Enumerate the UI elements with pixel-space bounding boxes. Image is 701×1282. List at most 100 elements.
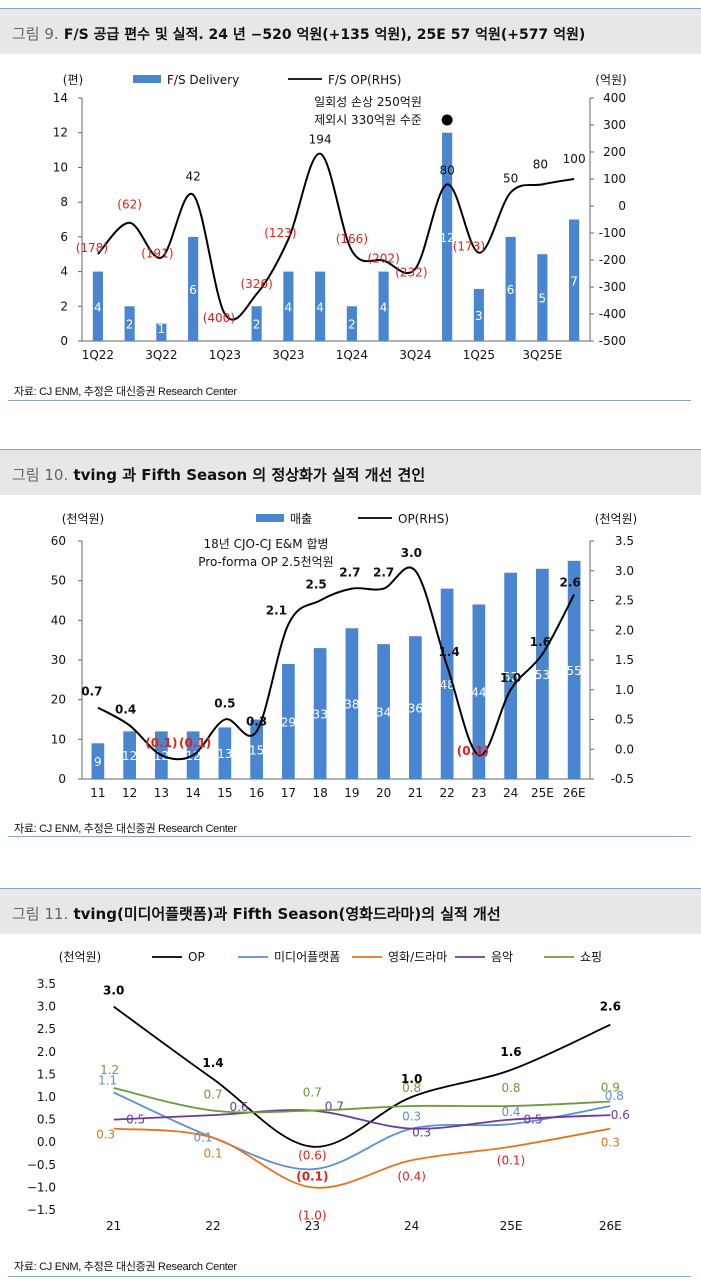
x-tick-label: 23 bbox=[471, 786, 486, 800]
bar-value-label: 29 bbox=[281, 715, 296, 729]
y-tick-label: 0.0 bbox=[37, 1135, 56, 1149]
x-tick-label: 1Q23 bbox=[209, 348, 241, 362]
figure-11-title-text: tving(미디어플랫폼)과 Fifth Season(영화드라마)의 실적 개… bbox=[73, 905, 501, 923]
left-y-tick-label: 4 bbox=[60, 265, 68, 279]
op-value-label: 50 bbox=[503, 172, 518, 186]
annotation-marker-dot bbox=[441, 114, 453, 126]
bar-4Q22 bbox=[188, 236, 199, 341]
figure-9-number: 그림 9. bbox=[12, 25, 59, 43]
bar-26E bbox=[567, 560, 581, 779]
right-y-tick-label: 2.5 bbox=[615, 594, 634, 608]
op-value-label: 42 bbox=[185, 170, 200, 184]
annotation-text: Pro-forma OP 2.5천억원 bbox=[198, 554, 333, 569]
left-y-tick-label: 0 bbox=[58, 772, 66, 786]
op-value-label: 2.7 bbox=[339, 566, 360, 580]
data-label: 0.8 bbox=[605, 1089, 624, 1103]
figure-10-number: 그림 10. bbox=[12, 466, 69, 484]
left-y-tick-label: 2 bbox=[60, 299, 68, 313]
x-tick-label: 26E bbox=[599, 1219, 622, 1233]
data-label: 0.3 bbox=[96, 1128, 115, 1142]
right-y-tick-label: 0.5 bbox=[615, 713, 634, 727]
left-y-tick-label: 10 bbox=[53, 160, 68, 174]
data-label: 0.3 bbox=[601, 1136, 620, 1150]
op-value-label: 1.0 bbox=[500, 671, 521, 685]
figure-10-title-bar: 그림 10. tving 과 Fifth Season 의 정상화가 실적 개선… bbox=[0, 449, 701, 495]
right-y-tick-label: 3.5 bbox=[615, 534, 634, 548]
bar-21 bbox=[409, 636, 422, 779]
left-y-tick-label: 8 bbox=[60, 195, 68, 209]
x-tick-label: 14 bbox=[185, 786, 200, 800]
right-y-tick-label: -500 bbox=[599, 334, 626, 348]
legend-line-label: OP(RHS) bbox=[398, 512, 449, 526]
figure-11-number: 그림 11. bbox=[12, 905, 69, 923]
bar-value-label: 4 bbox=[94, 300, 102, 314]
annotation-text: 일회성 손상 250억원 bbox=[314, 95, 422, 109]
bar-value-label: 2 bbox=[253, 318, 261, 332]
data-label: 3.0 bbox=[103, 984, 124, 998]
right-y-tick-label: 1.0 bbox=[615, 683, 634, 697]
figure-9-chart: 02468101214-500-400-300-200-100010020030… bbox=[53, 73, 627, 362]
right-y-tick-label: -100 bbox=[599, 226, 626, 240]
left-y-tick-label: 40 bbox=[51, 613, 66, 627]
bar-value-label: 6 bbox=[507, 283, 515, 297]
bar-3Q25E bbox=[537, 254, 548, 341]
bar-value-label: 4 bbox=[285, 300, 293, 314]
op-value-label: 1.4 bbox=[438, 645, 459, 659]
bar-11 bbox=[91, 743, 105, 779]
y-tick-label: −1.5 bbox=[27, 1203, 56, 1217]
op-value-label: (400) bbox=[203, 311, 235, 325]
bar-1Q24 bbox=[346, 306, 357, 341]
y-tick-label: 0.5 bbox=[37, 1113, 56, 1127]
op-value-label: (0.1) bbox=[457, 744, 489, 758]
right-y-tick-label: -300 bbox=[599, 280, 626, 294]
right-y-tick-label: -0.5 bbox=[611, 772, 634, 786]
bar-2Q23 bbox=[251, 306, 262, 341]
x-tick-label: 13 bbox=[154, 786, 169, 800]
x-tick-label: 15 bbox=[217, 786, 232, 800]
op-value-label: 2.1 bbox=[266, 603, 287, 617]
data-label: 1.6 bbox=[500, 1045, 521, 1059]
y-tick-label: −1.0 bbox=[27, 1180, 56, 1194]
x-tick-label: 3Q25E bbox=[522, 348, 562, 362]
op-value-label: (123) bbox=[264, 226, 296, 240]
x-tick-label: 21 bbox=[106, 1219, 121, 1233]
op-value-label: 1.6 bbox=[530, 635, 551, 649]
bar-value-label: 12 bbox=[122, 749, 137, 763]
x-tick-label: 16 bbox=[249, 786, 264, 800]
bar-value-label: 13 bbox=[217, 747, 232, 761]
bar-value-label: 12 bbox=[439, 231, 454, 245]
op-value-label: (0.1) bbox=[179, 736, 211, 750]
right-axis-unit: (천억원) bbox=[595, 511, 637, 526]
bar-value-label: 33 bbox=[312, 708, 327, 722]
x-tick-label: 3Q23 bbox=[272, 348, 304, 362]
left-y-tick-label: 50 bbox=[51, 574, 66, 588]
legend-label: 쇼핑 bbox=[580, 950, 602, 964]
y-tick-label: 1.0 bbox=[37, 1090, 56, 1104]
series-line-4 bbox=[113, 1087, 611, 1114]
figure-10-title: 그림 10. tving 과 Fifth Season 의 정상화가 실적 개선… bbox=[12, 464, 425, 485]
bar-value-label: 6 bbox=[189, 283, 197, 297]
right-y-tick-label: 0 bbox=[618, 199, 626, 213]
bar-20 bbox=[377, 644, 390, 779]
bar-23 bbox=[472, 604, 486, 779]
data-label: 0.7 bbox=[203, 1088, 222, 1102]
op-line bbox=[97, 566, 575, 761]
op-value-label: (232) bbox=[395, 266, 427, 280]
op-value-label: 0.4 bbox=[115, 702, 136, 716]
figure-11-title-bar: 그림 11. tving(미디어플랫폼)과 Fifth Season(영화드라마… bbox=[0, 888, 701, 934]
op-value-label: 100 bbox=[563, 152, 586, 166]
data-label: 0.8 bbox=[501, 1081, 520, 1095]
left-y-tick-label: 6 bbox=[60, 230, 68, 244]
op-value-label: 80 bbox=[533, 157, 548, 171]
bar-2Q25 bbox=[505, 236, 516, 341]
bar-value-label: 36 bbox=[408, 702, 423, 716]
x-tick-label: 12 bbox=[122, 786, 137, 800]
op-value-label: (166) bbox=[336, 232, 368, 246]
bar-18 bbox=[313, 648, 327, 779]
bar-value-label: 2 bbox=[348, 318, 356, 332]
data-label: 1.4 bbox=[202, 1056, 223, 1070]
data-label: 0.3 bbox=[402, 1110, 421, 1124]
right-y-tick-label: 400 bbox=[603, 91, 626, 105]
bar-value-label: 38 bbox=[344, 698, 359, 712]
left-y-tick-label: 10 bbox=[51, 732, 66, 746]
